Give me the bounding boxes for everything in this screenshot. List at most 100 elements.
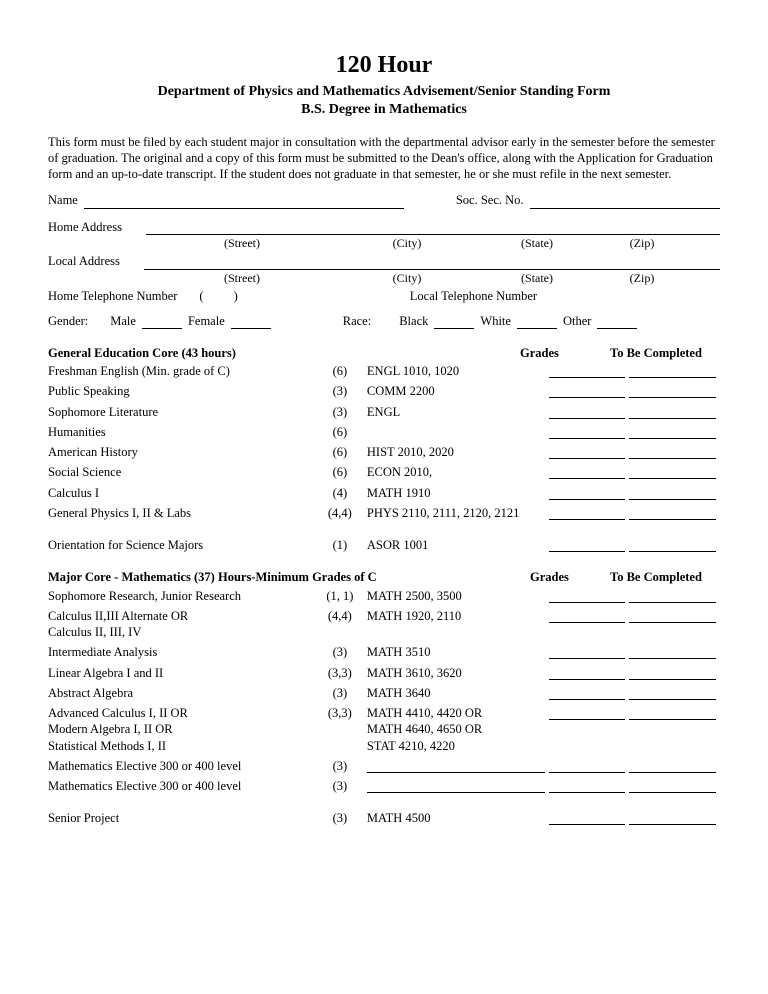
tbc-blank[interactable] — [629, 446, 716, 459]
grade-cell — [549, 483, 629, 503]
course-code: MATH 1910 — [367, 483, 549, 503]
row-gender-race: Gender: Male Female Race: Black White Ot… — [48, 313, 720, 329]
course-row: Mathematics Elective 300 or 400 level(3) — [48, 756, 720, 776]
tbc-blank[interactable] — [629, 590, 716, 603]
input-other[interactable] — [597, 315, 637, 329]
tbc-blank[interactable] — [629, 780, 716, 793]
grade-blank[interactable] — [549, 539, 625, 552]
grade-blank[interactable] — [549, 365, 625, 378]
course-row: Orientation for Science Majors(1)ASOR 10… — [48, 535, 720, 555]
course-code-blank[interactable] — [367, 780, 545, 793]
tbc-blank[interactable] — [629, 539, 716, 552]
gen-ed-heading: General Education Core (43 hours) — [48, 345, 236, 361]
gen-ed-table: Freshman English (Min. grade of C)(6)ENG… — [48, 361, 720, 523]
course-hours: (3) — [317, 776, 367, 796]
course-hours: (3) — [317, 683, 367, 703]
input-home-addr[interactable] — [146, 221, 720, 235]
tbc-blank[interactable] — [629, 760, 716, 773]
tbc-blank[interactable] — [629, 707, 716, 720]
course-hours: (6) — [317, 462, 367, 482]
input-ssn[interactable] — [530, 195, 720, 209]
grade-cell — [549, 586, 629, 606]
grade-cell — [549, 606, 629, 643]
grade-blank[interactable] — [549, 610, 625, 623]
label-state2: (State) — [482, 271, 592, 287]
tbc-blank[interactable] — [629, 426, 716, 439]
tbc-cell — [629, 586, 720, 606]
course-code: MATH 3510 — [367, 642, 549, 662]
grade-cell — [549, 402, 629, 422]
tbc-blank[interactable] — [629, 687, 716, 700]
label-home-addr: Home Address — [48, 219, 122, 235]
grade-blank[interactable] — [549, 707, 625, 720]
intro-paragraph: This form must be filed by each student … — [48, 134, 720, 183]
course-code: ECON 2010, — [367, 462, 549, 482]
grade-blank[interactable] — [549, 446, 625, 459]
grade-blank[interactable] — [549, 406, 625, 419]
label-black: Black — [399, 313, 428, 329]
input-male[interactable] — [142, 315, 182, 329]
tbc-blank[interactable] — [629, 406, 716, 419]
tbc-cell — [629, 381, 720, 401]
tbc-cell — [629, 483, 720, 503]
course-name: Advanced Calculus I, II OR Modern Algebr… — [48, 703, 317, 756]
grade-blank[interactable] — [549, 667, 625, 680]
course-name: Sophomore Research, Junior Research — [48, 586, 317, 606]
grade-blank[interactable] — [549, 487, 625, 500]
tbc-cell — [629, 402, 720, 422]
input-white[interactable] — [517, 315, 557, 329]
input-black[interactable] — [434, 315, 474, 329]
tbc-blank[interactable] — [629, 646, 716, 659]
tbc-blank[interactable] — [629, 507, 716, 520]
label-local-tel: Local Telephone Number — [410, 288, 537, 304]
input-name[interactable] — [84, 195, 404, 209]
grade-blank[interactable] — [549, 426, 625, 439]
course-code: ASOR 1001 — [367, 535, 549, 555]
grade-blank[interactable] — [549, 590, 625, 603]
course-row: Social Science(6)ECON 2010, — [48, 462, 720, 482]
input-female[interactable] — [231, 315, 271, 329]
tbc-blank[interactable] — [629, 385, 716, 398]
grade-blank[interactable] — [549, 760, 625, 773]
course-row: Linear Algebra I and II(3,3)MATH 3610, 3… — [48, 663, 720, 683]
course-code — [367, 756, 549, 776]
course-hours: (1) — [317, 535, 367, 555]
hdr-grades: Grades — [520, 345, 610, 361]
label-other: Other — [563, 313, 591, 329]
grade-blank[interactable] — [549, 780, 625, 793]
advisement-form: 120 Hour Department of Physics and Mathe… — [0, 0, 768, 869]
tbc-blank[interactable] — [629, 466, 716, 479]
label-city2: (City) — [332, 271, 482, 287]
hdr-tbc2: To Be Completed — [610, 569, 720, 585]
course-hours: (1, 1) — [317, 586, 367, 606]
tbc-blank[interactable] — [629, 667, 716, 680]
tbc-cell — [629, 503, 720, 523]
major-table: Sophomore Research, Junior Research(1, 1… — [48, 586, 720, 797]
paren-open: ( — [199, 288, 203, 304]
course-row: Senior Project(3)MATH 4500 — [48, 808, 720, 828]
course-name: Abstract Algebra — [48, 683, 317, 703]
grade-blank[interactable] — [549, 507, 625, 520]
label-city: (City) — [332, 236, 482, 252]
grade-blank[interactable] — [549, 385, 625, 398]
course-name: Mathematics Elective 300 or 400 level — [48, 756, 317, 776]
course-name: Intermediate Analysis — [48, 642, 317, 662]
grade-cell — [549, 756, 629, 776]
tbc-cell — [629, 642, 720, 662]
tbc-cell — [629, 808, 720, 828]
grade-blank[interactable] — [549, 687, 625, 700]
tbc-blank[interactable] — [629, 487, 716, 500]
input-local-addr[interactable] — [144, 256, 720, 270]
grade-cell — [549, 776, 629, 796]
course-name: Sophomore Literature — [48, 402, 317, 422]
row-local-addr: Local Address — [48, 253, 720, 269]
course-code-blank[interactable] — [367, 760, 545, 773]
course-hours: (6) — [317, 442, 367, 462]
label-male: Male — [110, 313, 136, 329]
grade-blank[interactable] — [549, 646, 625, 659]
tbc-blank[interactable] — [629, 365, 716, 378]
tbc-blank[interactable] — [629, 610, 716, 623]
grade-blank[interactable] — [549, 466, 625, 479]
tbc-blank[interactable] — [629, 812, 716, 825]
grade-blank[interactable] — [549, 812, 625, 825]
